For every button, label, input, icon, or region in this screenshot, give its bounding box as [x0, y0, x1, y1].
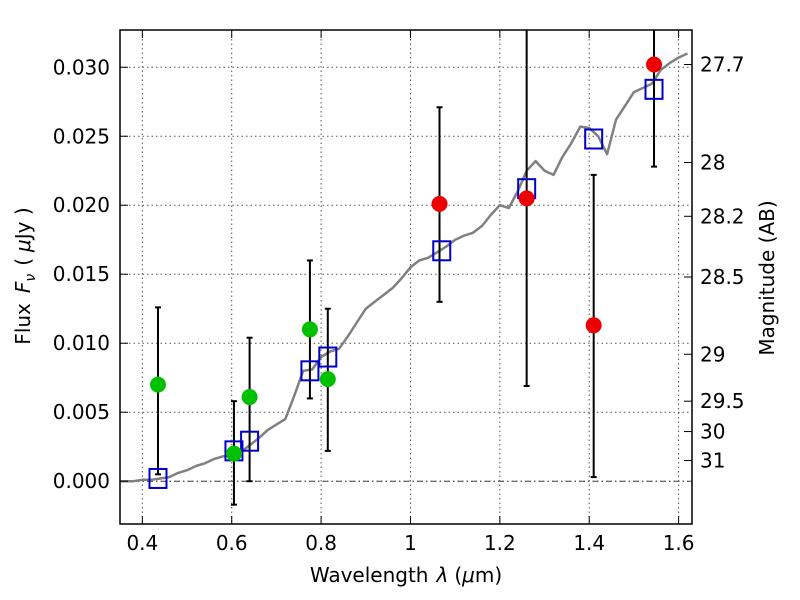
y2-tick-labels: 27.7 28 28.2 28.5 29 29.5 30 31: [700, 52, 745, 472]
axis-ticks: [120, 30, 692, 524]
observed-point-green: [319, 371, 336, 388]
model-photometry-square: [318, 346, 338, 368]
model-photometry-square: [240, 430, 260, 452]
y-axis-label-text: Flux: [11, 303, 35, 345]
model-spectrum-line: [120, 52, 689, 483]
error-bars: [154, 30, 658, 506]
x-axis-label-symbol: λ: [435, 563, 448, 587]
observed-point-red: [431, 195, 448, 212]
plot-frame: [119, 29, 693, 525]
x-axis-label-text: Wavelength: [310, 563, 429, 587]
x-axis-label-unit-rest: m): [475, 563, 502, 587]
model-photometry-square: [432, 240, 452, 262]
y2-tick-label: 28.5: [700, 265, 745, 289]
y-axis-label-subscript: ν: [23, 274, 39, 282]
observed-point-green: [225, 445, 242, 462]
y2-tick-label: 29: [700, 342, 725, 366]
model-photometry-square: [644, 78, 664, 100]
observed-point-green: [301, 321, 318, 338]
model-photometry-square: [300, 360, 320, 382]
y2-tick-label: 28: [700, 150, 725, 174]
y-tick-label: 0.005: [53, 400, 110, 424]
x-tick-label: 1.6: [663, 531, 695, 555]
y-tick-label: 0.025: [53, 124, 110, 148]
y-tick-label: 0.015: [53, 262, 110, 286]
y2-tick-label: 31: [700, 449, 725, 473]
x-tick-label: 1: [404, 531, 417, 555]
x-tick-label: 0.6: [216, 531, 248, 555]
y2-tick-label: 28.2: [700, 204, 745, 228]
x-tick-label: 0.4: [126, 531, 158, 555]
y2-tick-label: 29.5: [700, 389, 745, 413]
x-axis-label: Wavelength λ (μm): [310, 563, 502, 587]
x-tick-label: 1.2: [484, 531, 516, 555]
y2-tick-label: 27.7: [700, 52, 745, 76]
x-axis-label-unit-open: (: [454, 563, 462, 587]
observed-point-red: [646, 56, 663, 73]
x-tick-label: 0.8: [305, 531, 337, 555]
y-tick-label: 0.000: [53, 469, 110, 493]
y-axis-label-unit-rest: Jy ): [11, 207, 35, 241]
y2-axis-label: Magnitude (AB): [755, 200, 779, 355]
model-photometry-series: [148, 78, 664, 489]
observed-point-green: [241, 389, 258, 406]
observed-point-green: [149, 376, 166, 393]
model-spectrum-series: [120, 52, 689, 483]
y-tick-labels: 0.000 0.005 0.010 0.015 0.020 0.025 0.030: [53, 55, 110, 493]
y2-tick-label: 30: [700, 420, 725, 444]
observed-points-series: [149, 56, 663, 462]
y-tick-label: 0.030: [53, 55, 110, 79]
grid-lines: [120, 30, 692, 524]
y-axis-label-unit-open: (: [11, 258, 35, 266]
x-tick-labels: 0.4 0.6 0.8 1 1.2 1.4 1.6: [126, 531, 694, 555]
y-axis-label: Flux Fν ( μJy ): [11, 207, 39, 344]
observed-point-red: [585, 317, 602, 334]
x-axis-label-unit-mu: μ: [461, 563, 475, 587]
model-photometry-square: [584, 128, 604, 150]
y-axis-label-symbol: F: [11, 281, 35, 293]
y-tick-label: 0.020: [53, 193, 110, 217]
y-axis-label-unit-mu: μ: [11, 239, 35, 253]
model-photometry-square: [148, 467, 168, 489]
x-tick-label: 1.4: [573, 531, 605, 555]
y-tick-label: 0.010: [53, 331, 110, 355]
observed-point-red: [518, 190, 535, 207]
